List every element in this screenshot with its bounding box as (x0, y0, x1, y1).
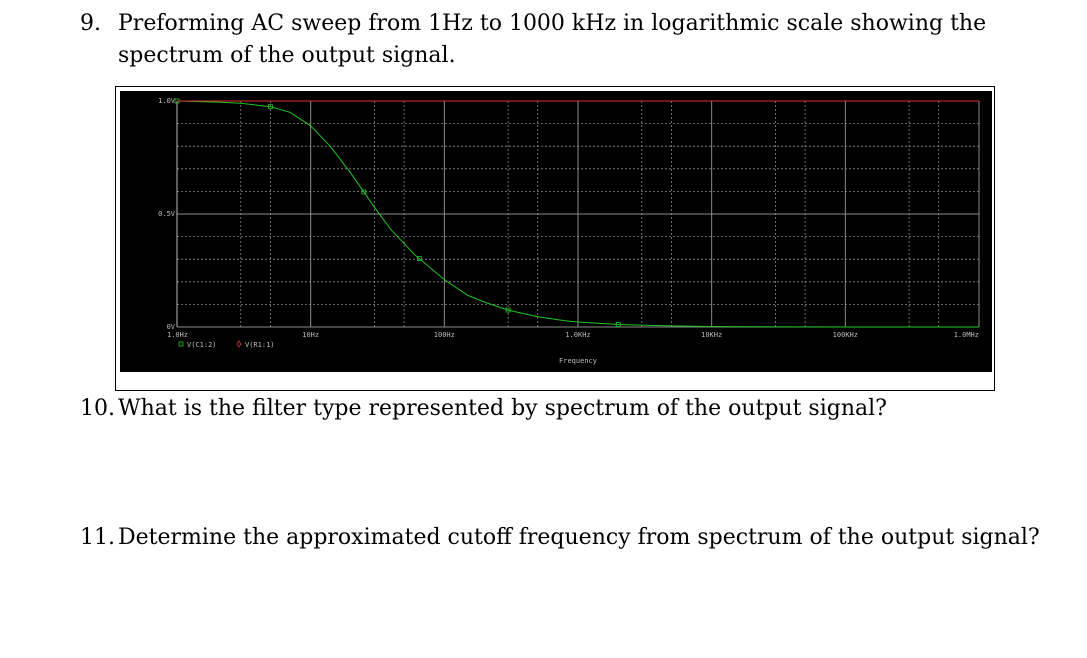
data-point-marker (361, 189, 367, 195)
x-axis-label: Frequency (559, 357, 597, 365)
x-tick-label: 1.0Hz (167, 331, 188, 339)
x-tick-label: 10Hz (302, 331, 319, 339)
x-tick-label: 10KHz (701, 331, 722, 339)
question-9-number: 9. (80, 11, 101, 36)
data-point-marker (416, 256, 422, 261)
question-10-number: 10. (80, 396, 115, 421)
question-11-number: 11. (80, 525, 115, 550)
x-tick-label: 100KHz (833, 331, 858, 339)
legend-entry-1: V(R1:1) (245, 341, 275, 349)
ac-sweep-chart: 0V 0.5V 1.0V 1.0Hz 10Hz 100Hz 1.0KHz 10KHz 100KH… (158, 97, 980, 365)
x-tick-label: 1.0MHz (954, 331, 979, 339)
question-9-text: Preforming AC sweep from 1Hz to 1000 kHz… (118, 11, 987, 68)
legend-marker-diamond (236, 340, 242, 348)
data-point-marker (615, 322, 621, 327)
y-tick-label: 0V (167, 323, 176, 331)
data-point-marker (505, 307, 511, 313)
figure-bottom-strip (120, 372, 992, 388)
question-11-text: Determine the approximated cutoff freque… (118, 525, 1040, 550)
legend-marker-square (178, 341, 184, 347)
plot-area: 0V 0.5V 1.0V 1.0Hz 10Hz 100Hz 1.0KHz 10KHz 100KH… (120, 91, 992, 372)
legend-entry-0: V(C1:2) (187, 341, 217, 349)
x-tick-label: 1.0KHz (565, 331, 590, 339)
ac-sweep-figure: 0V 0.5V 1.0V 1.0Hz 10Hz 100Hz 1.0KHz 10KHz 100KH… (115, 86, 995, 391)
y-tick-label: 1.0V (158, 97, 176, 105)
series-line-c1 (176, 100, 979, 328)
y-tick-label: 0.5V (158, 210, 176, 218)
x-tick-label: 100Hz (434, 331, 455, 339)
data-point-marker (268, 104, 273, 110)
question-10-text: What is the filter type represented by s… (118, 396, 887, 421)
